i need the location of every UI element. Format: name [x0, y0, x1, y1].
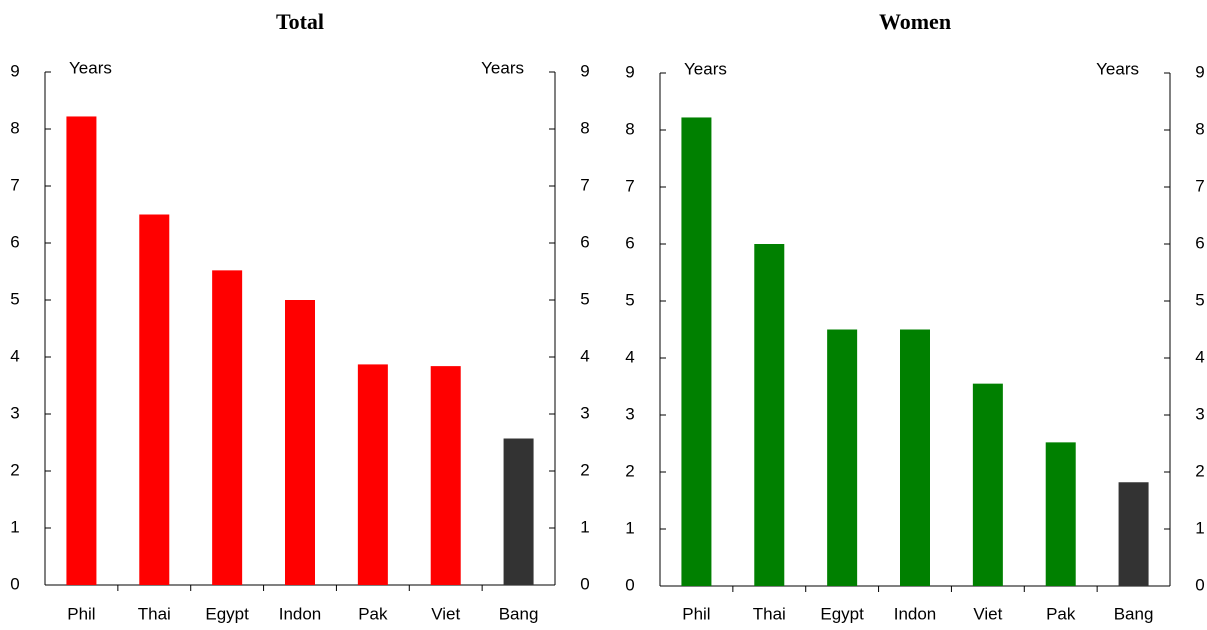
- bar: [430, 366, 461, 585]
- x-tick-label: Thai: [753, 604, 786, 623]
- y-tick-label: 3: [625, 404, 634, 423]
- x-tick-label: Pak: [358, 604, 388, 623]
- y-tick-label: 5: [10, 289, 19, 308]
- y-tick-label: 7: [10, 175, 19, 194]
- bar: [681, 117, 712, 587]
- y2-tick-label: 2: [1195, 461, 1204, 480]
- y2-tick-label: 9: [580, 61, 589, 80]
- bar: [139, 214, 170, 585]
- y2-tick-label: 0: [1195, 575, 1204, 594]
- y2-tick-label: 7: [580, 175, 589, 194]
- y2-tick-label: 8: [1195, 119, 1204, 138]
- bar: [1118, 482, 1149, 586]
- y-tick-label: 2: [10, 460, 19, 479]
- y2-tick-label: 1: [1195, 518, 1204, 537]
- x-tick-label: Egypt: [820, 604, 864, 623]
- y-axis-label: Years: [69, 58, 112, 77]
- y-tick-label: 9: [10, 61, 19, 80]
- y-tick-label: 0: [10, 574, 19, 593]
- x-tick-label: Phil: [682, 604, 710, 623]
- y2-tick-label: 5: [1195, 290, 1204, 309]
- bar: [212, 270, 243, 585]
- bar: [827, 329, 858, 586]
- y2-axis-label: Years: [481, 58, 524, 77]
- y2-tick-label: 0: [580, 574, 589, 593]
- x-tick-label: Bang: [499, 604, 539, 623]
- y-tick-label: 4: [10, 346, 19, 365]
- y-tick-label: 8: [625, 119, 634, 138]
- bar: [503, 438, 534, 585]
- y2-tick-label: 9: [1195, 62, 1204, 81]
- y2-axis-label: Years: [1096, 59, 1139, 78]
- x-tick-label: Indon: [279, 604, 322, 623]
- x-tick-label: Thai: [138, 604, 171, 623]
- bar: [900, 329, 930, 586]
- y2-tick-label: 7: [1195, 176, 1204, 195]
- y-tick-label: 7: [625, 176, 634, 195]
- y2-tick-label: 3: [1195, 404, 1204, 423]
- x-tick-label: Indon: [894, 604, 937, 623]
- x-tick-label: Viet: [431, 604, 460, 623]
- chart-title: Women: [879, 9, 951, 34]
- x-tick-label: Egypt: [205, 604, 249, 623]
- y-tick-label: 4: [625, 347, 634, 366]
- chart-title: Total: [276, 9, 324, 34]
- x-tick-label: Viet: [973, 604, 1002, 623]
- y-tick-label: 2: [625, 461, 634, 480]
- y2-tick-label: 4: [580, 346, 589, 365]
- y-axis-label: Years: [684, 59, 727, 78]
- y-tick-label: 3: [10, 403, 19, 422]
- y2-tick-label: 4: [1195, 347, 1204, 366]
- bar: [66, 116, 97, 586]
- y2-tick-label: 2: [580, 460, 589, 479]
- y-tick-label: 5: [625, 290, 634, 309]
- y-tick-label: 1: [10, 517, 19, 536]
- y2-tick-label: 5: [580, 289, 589, 308]
- y2-tick-label: 3: [580, 403, 589, 422]
- y-tick-label: 8: [10, 118, 19, 137]
- x-tick-label: Bang: [1114, 604, 1154, 623]
- y-tick-label: 9: [625, 62, 634, 81]
- y-tick-label: 0: [625, 575, 634, 594]
- bar: [754, 244, 785, 586]
- y2-tick-label: 1: [580, 517, 589, 536]
- bar: [285, 300, 315, 585]
- y2-tick-label: 6: [1195, 233, 1204, 252]
- x-tick-label: Phil: [67, 604, 95, 623]
- bar: [972, 383, 1003, 586]
- y-tick-label: 6: [625, 233, 634, 252]
- y-tick-label: 6: [10, 232, 19, 251]
- y-tick-label: 1: [625, 518, 634, 537]
- x-tick-label: Pak: [1046, 604, 1076, 623]
- y2-tick-label: 6: [580, 232, 589, 251]
- y2-tick-label: 8: [580, 118, 589, 137]
- bar: [357, 364, 388, 585]
- bar: [1045, 442, 1076, 586]
